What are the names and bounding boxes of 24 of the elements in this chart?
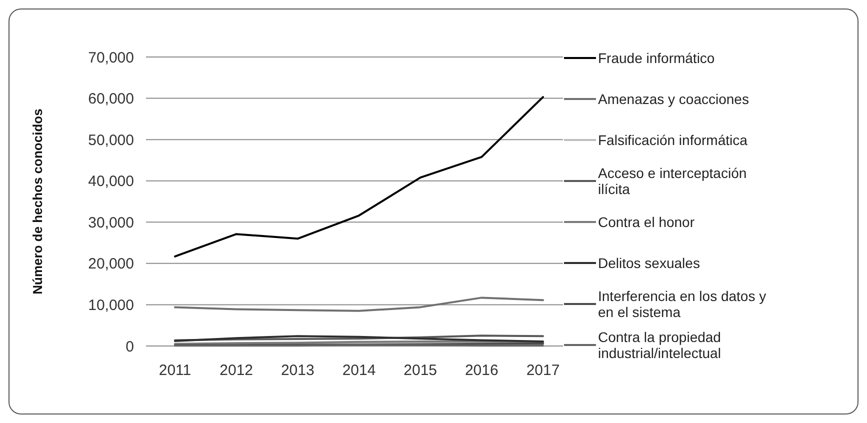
x-tick-label: 2011 <box>158 362 192 379</box>
x-tick-label: 2015 <box>404 362 438 379</box>
y-tick-label: 50,000 <box>88 132 134 149</box>
legend-label: Interferencia en los datos y en el sistema <box>598 288 766 320</box>
legend-label: Contra el honor <box>598 214 695 230</box>
y-tick-label: 60,000 <box>88 90 134 108</box>
x-tick-label: 2016 <box>464 362 498 379</box>
y-tick-label: 40,000 <box>88 173 134 190</box>
legend-label: Amenazas y coacciones <box>598 90 749 107</box>
y-tick-label: 0 <box>126 338 134 356</box>
legend-label: Acceso e interceptación ilícita <box>598 164 747 197</box>
legend-label: Falsificación informática <box>598 132 748 148</box>
y-tick-label: 30,000 <box>88 214 134 232</box>
y-tick-label: 70,000 <box>88 49 134 66</box>
y-tick-label: 20,000 <box>88 256 134 273</box>
x-tick-label: 2013 <box>280 362 314 379</box>
x-tick-label: 2017 <box>526 362 560 379</box>
legend-label: Fraude informático <box>598 50 715 66</box>
x-tick-label: 2014 <box>342 362 376 379</box>
legend-label: Delitos sexuales <box>598 254 700 271</box>
y-axis-title: Número de hechos conocidos <box>30 108 45 294</box>
legend-label: Contra la propiedad industrial/intelectual <box>598 328 721 361</box>
x-tick-label: 2012 <box>220 362 254 379</box>
y-tick-label: 10,000 <box>88 296 134 314</box>
